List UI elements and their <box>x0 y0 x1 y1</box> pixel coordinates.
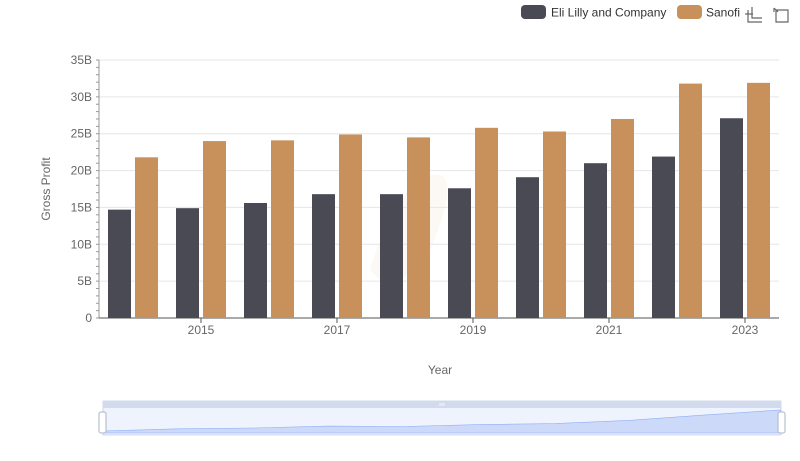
bar-sanofi-2017[interactable] <box>339 134 362 318</box>
bar-eli-lilly-2015[interactable] <box>176 208 199 318</box>
grid-lines <box>99 59 779 282</box>
y-tick-label: 5B <box>77 274 92 288</box>
y-tick-label: 0 <box>85 311 92 325</box>
x-tick-label: 2019 <box>460 323 487 337</box>
slider-handle-right[interactable] <box>777 411 786 434</box>
bar-sanofi-2022[interactable] <box>679 83 702 319</box>
y-tick-label: 20B <box>71 164 92 178</box>
zoom-icon[interactable] <box>745 7 762 23</box>
bar-eli-lilly-2018[interactable] <box>380 194 403 318</box>
bar-eli-lilly-2019[interactable] <box>448 188 471 318</box>
bar-eli-lilly-2016[interactable] <box>244 203 267 318</box>
legend-item-eli-lilly[interactable]: Eli Lilly and Company <box>521 5 666 20</box>
bar-eli-lilly-2021[interactable] <box>584 163 607 318</box>
x-tick-label: 2015 <box>188 323 215 337</box>
y-tick-label: 25B <box>71 127 92 141</box>
bar-eli-lilly-2017[interactable] <box>312 194 335 318</box>
bar-eli-lilly-2020[interactable] <box>516 177 539 318</box>
legend: Eli Lilly and Company Sanofi <box>521 5 740 20</box>
slider-overview-area <box>102 409 782 434</box>
bar-sanofi-2019[interactable] <box>475 127 498 319</box>
restore-icon[interactable] <box>773 7 789 23</box>
legend-label-sanofi: Sanofi <box>706 6 740 20</box>
legend-swatch-eli-lilly <box>521 5 546 19</box>
x-axis-title: Year <box>428 363 452 377</box>
bar-sanofi-2014[interactable] <box>135 157 158 318</box>
bar-eli-lilly-2014[interactable] <box>108 209 131 318</box>
x-axis: 2015 2017 2019 2021 2023 <box>99 317 779 337</box>
y-tick-label: 15B <box>71 200 92 214</box>
y-tick-label: 35B <box>71 53 92 67</box>
legend-label-eli-lilly: Eli Lilly and Company <box>551 6 666 20</box>
bar-sanofi-2018[interactable] <box>407 137 430 318</box>
y-axis-title: Gross Profit <box>39 157 53 221</box>
bar-sanofi-2021[interactable] <box>611 118 634 318</box>
bars <box>108 82 770 319</box>
data-zoom-slider[interactable] <box>98 400 786 436</box>
legend-swatch-sanofi <box>677 5 702 19</box>
x-tick-label: 2023 <box>732 323 759 337</box>
y-tick-label: 30B <box>71 90 92 104</box>
bar-sanofi-2016[interactable] <box>271 140 294 318</box>
x-tick-label: 2017 <box>324 323 351 337</box>
x-tick-label: 2021 <box>596 323 623 337</box>
y-tick-label: 10B <box>71 237 92 251</box>
bar-sanofi-2023[interactable] <box>747 82 770 318</box>
bar-eli-lilly-2023[interactable] <box>720 118 743 318</box>
legend-item-sanofi[interactable]: Sanofi <box>677 5 740 20</box>
y-axis: 0 5B 10B 15B 20B 25B 30B 35B <box>71 53 100 325</box>
slider-handle-left[interactable] <box>98 411 107 434</box>
slider-move-handle-grip <box>439 403 445 406</box>
bar-sanofi-2020[interactable] <box>543 131 566 318</box>
bar-sanofi-2015[interactable] <box>203 141 226 318</box>
bar-eli-lilly-2022[interactable] <box>652 156 675 318</box>
